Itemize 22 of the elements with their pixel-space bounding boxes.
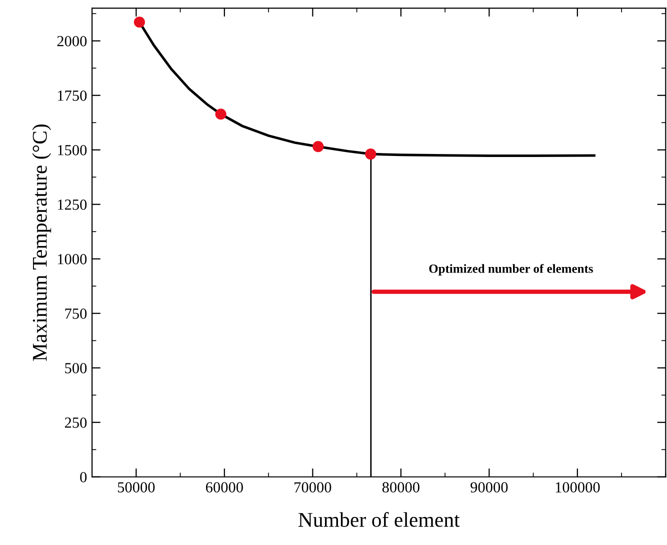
x-tick-label: 70000: [294, 482, 332, 492]
y-tick-label: 1750: [58, 90, 87, 101]
x-tick-label: 50000: [118, 482, 155, 492]
point: [215, 108, 226, 120]
x-tick-label: 60000: [206, 482, 243, 492]
y-tick-label: 500: [65, 363, 87, 374]
y-tick-label: 2000: [57, 36, 87, 46]
annotation: Optimized number of elements: [429, 264, 593, 276]
x-tick-label: 100000: [556, 482, 600, 492]
y-tick-label: 1000: [58, 254, 87, 264]
point: [365, 148, 376, 160]
y-axis-title: Maximum Temperature (°C): [32, 124, 52, 361]
point: [134, 16, 145, 28]
y-tick-label: 0: [80, 472, 87, 482]
y-tick-label: 750: [65, 308, 87, 319]
x-axis-title: Number of element: [298, 512, 460, 527]
x-tick-label: 90000: [470, 482, 508, 492]
y-tick-label: 1250: [58, 200, 87, 210]
y-tick-label: 250: [64, 418, 87, 428]
y-tick-label: 1500: [58, 145, 87, 156]
x-tick-label: 80000: [382, 482, 420, 492]
point: [312, 141, 324, 152]
